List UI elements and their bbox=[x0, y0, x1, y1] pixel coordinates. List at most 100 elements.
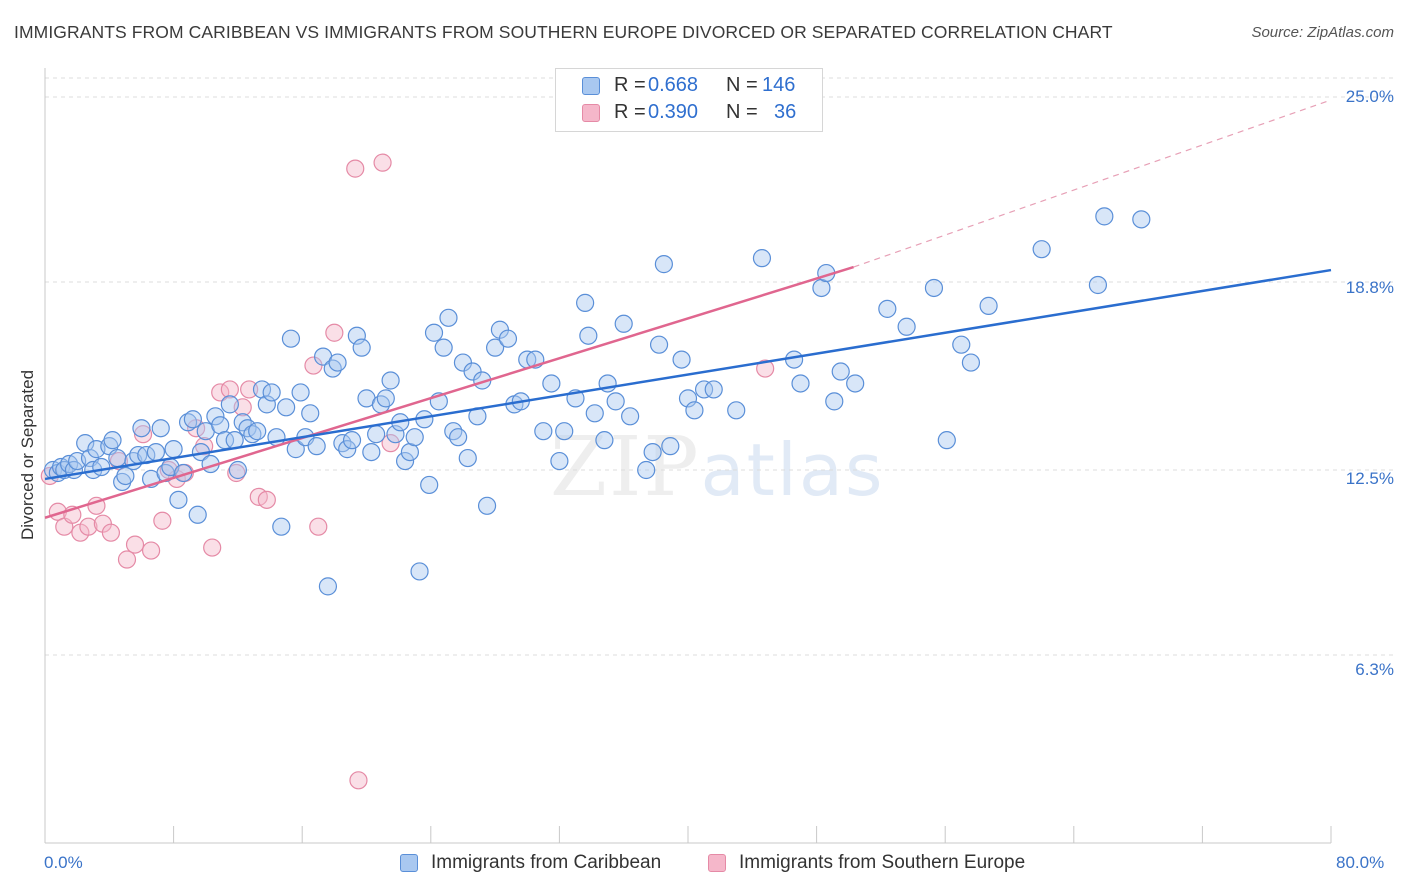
data-point-caribbean bbox=[637, 460, 656, 480]
data-point-caribbean bbox=[318, 577, 338, 596]
data-point-caribbean bbox=[649, 335, 669, 354]
n-value: 36 bbox=[774, 101, 797, 123]
swatch-caribbean bbox=[400, 854, 418, 872]
data-point-caribbean bbox=[952, 335, 971, 354]
trend-line-caribbean bbox=[44, 268, 1332, 481]
data-point-caribbean bbox=[243, 425, 262, 444]
data-point-southern-europe bbox=[756, 359, 775, 378]
x-tick-label: 80.0% bbox=[1336, 853, 1385, 872]
data-point-caribbean bbox=[405, 428, 424, 447]
watermark: ZIPatlas bbox=[550, 420, 885, 515]
data-point-caribbean bbox=[585, 404, 604, 423]
data-point-southern-europe bbox=[257, 490, 276, 509]
data-point-caribbean bbox=[752, 249, 772, 268]
y-axis-label: Divorced or Separated bbox=[18, 369, 37, 541]
swatch-caribbean bbox=[582, 77, 600, 95]
trend-line-southern-europe bbox=[44, 265, 854, 519]
data-point-caribbean bbox=[694, 380, 714, 399]
data-point-caribbean bbox=[183, 410, 202, 429]
swatch-southern-europe bbox=[708, 854, 726, 872]
x-tick-label: 0.0% bbox=[44, 853, 83, 872]
data-point-caribbean bbox=[979, 296, 998, 315]
data-point-caribbean bbox=[542, 374, 561, 393]
data-point-southern-europe bbox=[346, 159, 365, 178]
data-point-caribbean bbox=[937, 431, 956, 450]
data-point-southern-europe bbox=[125, 535, 145, 554]
n-label: N = bbox=[726, 74, 758, 96]
data-point-caribbean bbox=[477, 496, 497, 515]
data-point-caribbean bbox=[132, 419, 151, 438]
data-point-southern-europe bbox=[381, 434, 400, 453]
data-point-caribbean bbox=[248, 422, 267, 441]
data-point-caribbean bbox=[347, 326, 366, 345]
data-point-southern-europe bbox=[153, 511, 172, 530]
data-point-southern-europe bbox=[141, 541, 161, 560]
series-legend: Immigrants from Caribbean Immigrants fro… bbox=[0, 852, 1406, 878]
data-point-caribbean bbox=[362, 442, 381, 462]
data-point-caribbean bbox=[498, 329, 518, 348]
data-point-caribbean bbox=[846, 374, 865, 393]
r-value: 0.668 bbox=[648, 74, 699, 96]
data-point-caribbean bbox=[169, 490, 188, 509]
data-point-caribbean bbox=[228, 460, 247, 480]
data-point-caribbean bbox=[376, 389, 395, 408]
data-point-caribbean bbox=[188, 505, 207, 524]
data-point-caribbean bbox=[621, 407, 640, 426]
data-point-caribbean bbox=[1032, 240, 1051, 259]
r-value: 0.390 bbox=[648, 101, 699, 123]
data-point-southern-europe bbox=[79, 517, 98, 536]
data-point-caribbean bbox=[352, 338, 371, 357]
data-point-southern-europe bbox=[309, 517, 328, 536]
data-point-caribbean bbox=[146, 442, 166, 462]
data-point-caribbean bbox=[579, 326, 598, 345]
data-point-southern-europe bbox=[117, 550, 137, 569]
watermark-zip: ZIP bbox=[550, 420, 701, 515]
data-point-caribbean bbox=[1095, 207, 1114, 226]
data-point-caribbean bbox=[924, 278, 944, 298]
data-point-southern-europe bbox=[227, 463, 246, 483]
data-point-caribbean bbox=[458, 448, 477, 468]
data-point-caribbean bbox=[338, 440, 357, 459]
data-point-southern-europe bbox=[240, 380, 259, 399]
data-point-caribbean bbox=[661, 437, 680, 456]
data-point-southern-europe bbox=[373, 153, 392, 172]
data-point-caribbean bbox=[386, 425, 405, 444]
y-tick-label: 12.5% bbox=[1345, 469, 1394, 488]
source-note: Source: ZipAtlas.com bbox=[1251, 24, 1394, 41]
r-label: R = bbox=[614, 101, 646, 123]
data-point-caribbean bbox=[878, 299, 897, 318]
data-point-caribbean bbox=[555, 422, 574, 441]
data-point-caribbean bbox=[257, 395, 276, 414]
data-point-caribbean bbox=[381, 371, 400, 390]
trend-extension bbox=[853, 99, 1332, 268]
data-point-caribbean bbox=[961, 353, 981, 372]
data-point-caribbean bbox=[595, 431, 614, 450]
data-point-caribbean bbox=[291, 383, 310, 402]
data-point-caribbean bbox=[704, 380, 723, 399]
data-point-caribbean bbox=[486, 338, 505, 357]
data-point-caribbean bbox=[1088, 275, 1108, 295]
data-point-caribbean bbox=[685, 401, 704, 420]
data-point-caribbean bbox=[151, 419, 170, 438]
data-point-caribbean bbox=[672, 350, 691, 369]
data-point-caribbean bbox=[449, 428, 468, 447]
data-point-caribbean bbox=[92, 457, 111, 477]
data-point-caribbean bbox=[367, 425, 386, 444]
data-point-caribbean bbox=[550, 451, 569, 471]
legend-label: Immigrants from Southern Europe bbox=[739, 852, 1026, 873]
data-point-caribbean bbox=[164, 440, 183, 459]
data-point-caribbean bbox=[233, 413, 252, 432]
n-value: 146 bbox=[762, 74, 796, 96]
data-point-southern-europe bbox=[133, 425, 153, 444]
data-point-caribbean bbox=[534, 422, 553, 441]
data-point-southern-europe bbox=[220, 380, 239, 399]
data-point-caribbean bbox=[178, 413, 198, 432]
data-point-caribbean bbox=[727, 401, 746, 420]
data-point-southern-europe bbox=[101, 523, 121, 542]
stats-legend: R = 0.668 N = 146 R = 0.390 N = 36 bbox=[555, 68, 823, 132]
stats-row-caribbean: R = 0.668 N = 146 bbox=[556, 74, 822, 100]
data-point-caribbean bbox=[784, 350, 804, 369]
r-label: R = bbox=[614, 74, 646, 96]
data-point-caribbean bbox=[103, 431, 122, 450]
data-point-caribbean bbox=[410, 562, 429, 581]
